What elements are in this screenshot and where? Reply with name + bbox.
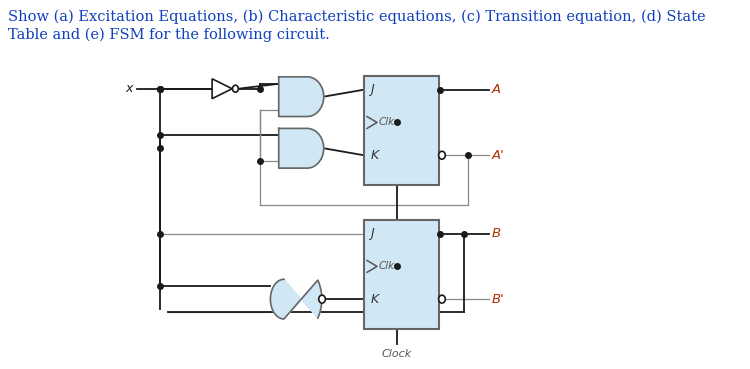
Bar xyxy=(364,76,439,185)
Text: K: K xyxy=(370,149,379,162)
Text: Show (a) Excitation Equations, (b) Characteristic equations, (c) Transition equa: Show (a) Excitation Equations, (b) Chara… xyxy=(8,9,706,24)
Polygon shape xyxy=(271,279,322,319)
Polygon shape xyxy=(212,79,232,99)
Polygon shape xyxy=(279,77,324,117)
Circle shape xyxy=(232,85,238,92)
Text: Clk: Clk xyxy=(379,117,394,127)
Text: B: B xyxy=(492,227,501,240)
Text: A: A xyxy=(492,83,501,96)
Text: B': B' xyxy=(492,293,505,306)
Circle shape xyxy=(439,295,446,303)
Text: J: J xyxy=(370,83,374,96)
Polygon shape xyxy=(279,128,324,168)
Text: A': A' xyxy=(492,149,505,162)
Text: J: J xyxy=(370,227,374,240)
Circle shape xyxy=(439,151,446,159)
Text: K: K xyxy=(370,293,379,306)
Text: Table and (e) FSM for the following circuit.: Table and (e) FSM for the following circ… xyxy=(8,27,330,42)
Text: Clock: Clock xyxy=(382,349,412,359)
Bar xyxy=(364,220,439,329)
Text: Clk: Clk xyxy=(379,261,394,271)
Circle shape xyxy=(319,295,326,303)
Text: x: x xyxy=(125,82,133,95)
